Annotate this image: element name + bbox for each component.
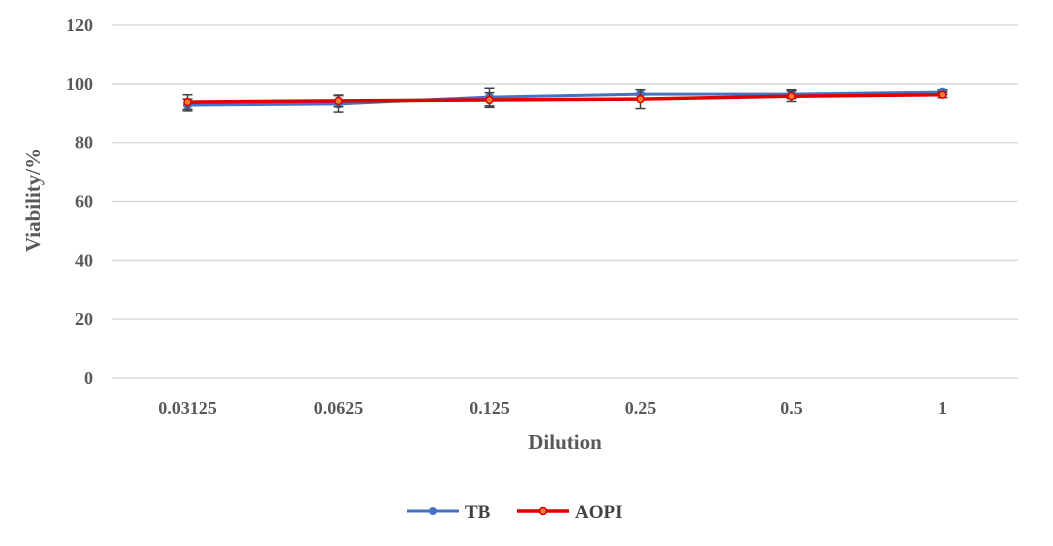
x-tick-label: 1 xyxy=(938,398,947,418)
data-point xyxy=(485,95,494,105)
x-tick-label: 0.25 xyxy=(625,398,657,418)
series-aopi xyxy=(182,88,948,111)
data-point xyxy=(938,90,947,99)
y-tick-label: 0 xyxy=(84,368,93,388)
legend-item-tb: TB xyxy=(407,502,491,523)
y-tick-label: 80 xyxy=(75,133,93,153)
y-axis-title: Viability/% xyxy=(21,148,45,252)
x-tick-label: 0.125 xyxy=(469,398,510,418)
legend-swatch-marker xyxy=(429,507,437,515)
data-point xyxy=(334,96,343,106)
series-line-tb xyxy=(187,90,943,107)
gridlines xyxy=(112,24,1018,379)
data-point xyxy=(787,91,796,101)
legend-label: TB xyxy=(465,502,491,523)
y-tick-label: 40 xyxy=(75,250,93,270)
y-tick-label: 60 xyxy=(75,192,93,212)
series-line-aopi xyxy=(187,92,943,104)
y-tick-label: 20 xyxy=(75,309,93,329)
x-tick-label: 0.0625 xyxy=(314,398,364,418)
legend-item-aopi: AOPI xyxy=(517,502,623,523)
data-point xyxy=(636,94,645,104)
y-axis-ticks: 0 20 40 60 80 100 120 xyxy=(66,15,93,388)
y-tick-label: 100 xyxy=(66,74,93,94)
legend-swatch-marker xyxy=(538,506,548,516)
legend-label: AOPI xyxy=(575,502,623,523)
series-layer xyxy=(182,87,948,113)
data-point xyxy=(183,97,192,107)
x-tick-label: 0.03125 xyxy=(158,398,217,418)
x-axis-ticks: 0.03125 0.0625 0.125 0.25 0.5 1 xyxy=(158,398,947,418)
x-tick-label: 0.5 xyxy=(780,398,803,418)
y-tick-label: 120 xyxy=(66,15,93,35)
x-axis-title: Dilution xyxy=(528,430,602,454)
legend: TB AOPI xyxy=(407,502,623,523)
